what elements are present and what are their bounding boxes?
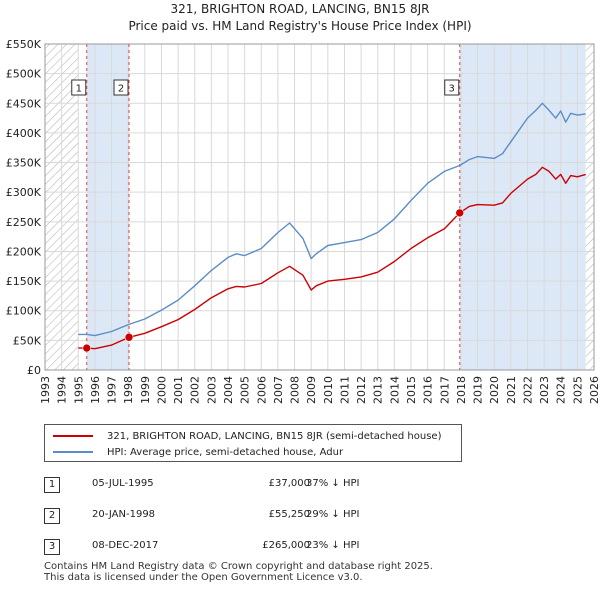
- x-tick-label: 2026: [588, 376, 600, 404]
- marker-label-box: [113, 79, 129, 96]
- x-tick-label: 2000: [155, 376, 168, 404]
- price-chart: 1 2 3 £0 £50K £100K £150K £200K £250K £300K £350K £…: [6, 38, 600, 404]
- x-tick-label: 1997: [106, 376, 119, 404]
- x-tick-label: 2019: [472, 376, 485, 404]
- x-tick-label: 2004: [222, 376, 235, 404]
- transaction-price: £37,000: [268, 478, 310, 489]
- chart-title-address: 321, BRIGHTON ROAD, LANCING, BN15 8JR: [170, 2, 430, 16]
- y-tick-label: £50K: [13, 334, 42, 347]
- sale-point: [82, 343, 92, 353]
- x-tick-label: 2013: [372, 376, 385, 404]
- transaction-price: £265,000: [262, 540, 310, 551]
- x-tick-label: 2009: [305, 376, 318, 404]
- footer-line: Contains HM Land Registry data © Crown c…: [44, 561, 433, 572]
- x-tick-label: 2011: [338, 376, 351, 404]
- footer-line: This data is licensed under the Open Gov…: [44, 572, 363, 583]
- x-tick-label: 1993: [39, 376, 52, 404]
- x-tick-label: 2016: [422, 376, 435, 404]
- x-tick-label: 2012: [355, 376, 368, 404]
- x-tick-label: 2020: [488, 376, 501, 404]
- x-tick-label: 2023: [538, 376, 551, 404]
- legend-line-red-icon: [53, 435, 93, 437]
- transaction-date: 08-DEC-2017: [92, 540, 159, 551]
- chart-legend: 321, BRIGHTON ROAD, LANCING, BN15 8JR (s…: [44, 424, 462, 462]
- y-tick-label: £450K: [6, 97, 42, 110]
- series-line-price: [78, 166, 586, 350]
- y-tick-label: £100K: [6, 305, 42, 318]
- transaction-price: £55,250: [268, 509, 310, 520]
- x-tick-label: 2017: [438, 376, 451, 404]
- x-tick-label: 2018: [455, 376, 468, 404]
- y-tick-label: £400K: [6, 127, 42, 140]
- marker-label-box: [71, 79, 87, 96]
- marker-label: 2: [118, 84, 124, 95]
- marker-label: 1: [76, 84, 82, 95]
- transaction-hpi-diff: 23% ↓ HPI: [306, 540, 360, 551]
- sale-point: [124, 332, 134, 342]
- sale-point: [455, 208, 465, 218]
- x-tick-label: 2002: [189, 376, 202, 404]
- transaction-hpi-diff: 37% ↓ HPI: [306, 478, 360, 489]
- x-tick-label: 1995: [72, 376, 85, 404]
- marker-label: 3: [449, 84, 455, 95]
- legend-item-price: 321, BRIGHTON ROAD, LANCING, BN15 8JR (s…: [53, 428, 442, 444]
- x-tick-label: 2021: [505, 376, 518, 404]
- legend-label-price: 321, BRIGHTON ROAD, LANCING, BN15 8JR (s…: [107, 430, 442, 442]
- transaction-number: 1: [44, 477, 60, 493]
- x-tick-label: 2014: [388, 376, 401, 404]
- x-tick-label: 2022: [521, 376, 534, 404]
- x-tick-label: 2008: [289, 376, 302, 404]
- legend-item-hpi: HPI: Average price, semi-detached house,…: [53, 444, 343, 460]
- y-tick-label: £250K: [6, 216, 42, 229]
- hatch-region-after: [585, 44, 594, 370]
- y-tick-label: £200K: [6, 245, 42, 258]
- y-tick-label: £350K: [6, 157, 42, 170]
- x-tick-label: 2024: [555, 376, 568, 404]
- transaction-date: 05-JUL-1995: [92, 478, 154, 489]
- x-tick-label: 2003: [205, 376, 218, 404]
- transaction-number: 3: [44, 539, 60, 555]
- x-tick-label: 2007: [272, 376, 285, 404]
- legend-label-hpi: HPI: Average price, semi-detached house,…: [107, 446, 344, 458]
- y-tick-label: £300K: [6, 186, 42, 199]
- highlight-band: [459, 44, 586, 370]
- y-tick-label: £0: [27, 364, 41, 377]
- x-tick-label: 1999: [139, 376, 152, 404]
- x-tick-label: 1998: [122, 376, 135, 404]
- highlight-band: [86, 44, 130, 370]
- plot-frame: [44, 43, 595, 371]
- x-tick-label: 2025: [571, 376, 584, 404]
- x-tick-label: 1996: [89, 376, 102, 404]
- y-tick-label: £500K: [6, 68, 42, 81]
- y-tick-label: £550K: [6, 38, 42, 51]
- transaction-date: 20-JAN-1998: [92, 509, 156, 520]
- x-tick-label: 2005: [239, 376, 252, 404]
- x-tick-label: 1994: [56, 376, 69, 404]
- x-tick-label: 2015: [405, 376, 418, 404]
- legend-line-blue-icon: [53, 451, 93, 453]
- y-tick-label: £150K: [6, 275, 42, 288]
- x-tick-label: 2001: [172, 376, 185, 404]
- x-tick-label: 2006: [255, 376, 268, 404]
- series-line-hpi: [78, 102, 586, 337]
- transaction-number: 2: [44, 508, 60, 524]
- transaction-hpi-diff: 29% ↓ HPI: [306, 509, 360, 520]
- marker-label-box: [444, 79, 460, 96]
- x-tick-label: 2010: [322, 376, 335, 404]
- chart-title-subtitle: Price paid vs. HM Land Registry's House …: [128, 19, 472, 33]
- footer-copyright: Contains HM Land Registry data © Crown c…: [44, 561, 433, 583]
